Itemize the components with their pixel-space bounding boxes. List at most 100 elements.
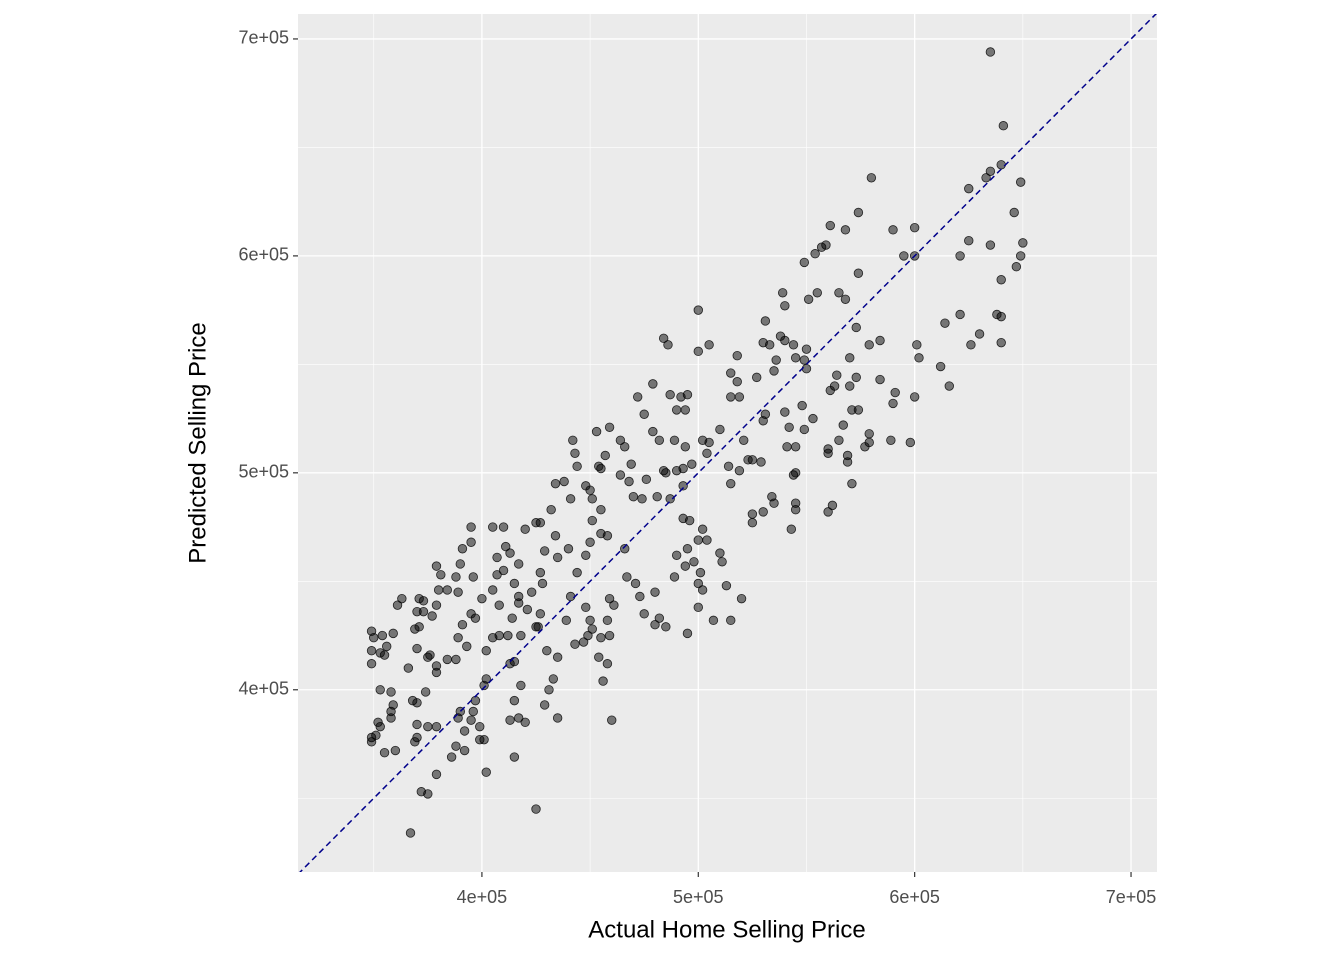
scatter-point <box>825 385 835 396</box>
scatter-point <box>475 734 485 745</box>
scatter-point <box>609 600 619 610</box>
scatter-point <box>598 676 608 686</box>
scatter-point <box>780 407 790 417</box>
scatter-point <box>494 600 504 610</box>
scatter-point <box>602 659 613 669</box>
scatter-point <box>801 363 812 374</box>
scatter-point <box>875 335 885 346</box>
scatter-point <box>488 633 498 643</box>
scatter-point <box>397 593 407 604</box>
scatter-point <box>909 392 920 402</box>
scatter-point <box>412 643 422 654</box>
scatter-point <box>985 47 996 57</box>
scatter-point <box>845 381 855 391</box>
x-tick-label: 4e+05 <box>457 887 508 907</box>
scatter-point <box>420 687 431 697</box>
scatter-point <box>823 444 833 454</box>
scatter-point <box>600 450 610 461</box>
scatter-point <box>509 695 520 706</box>
scatter-point <box>475 721 485 732</box>
scatter-point <box>996 160 1006 170</box>
scatter-point <box>431 769 442 780</box>
scatter-point <box>585 485 595 495</box>
scatter-point <box>552 713 563 723</box>
scatter-point <box>425 650 435 660</box>
scatter-point <box>693 578 703 589</box>
scatter-point <box>687 459 697 469</box>
scatter-point <box>790 505 801 515</box>
scatter-point <box>682 390 693 400</box>
scatter-point <box>832 370 842 380</box>
scatter-point <box>604 630 615 641</box>
scatter-point <box>626 459 636 469</box>
scatter-point <box>639 609 649 619</box>
scatter-point <box>966 340 976 350</box>
scatter-point <box>1011 262 1022 272</box>
scatter-point <box>581 550 591 560</box>
scatter-point <box>780 301 790 311</box>
scatter-point <box>539 700 550 710</box>
scatter-point <box>544 685 554 695</box>
scatter-point <box>498 522 509 532</box>
scatter-point <box>373 717 383 728</box>
scatter-point <box>410 624 420 634</box>
scatter-point <box>695 567 706 578</box>
scatter-point <box>418 596 429 606</box>
scatter-point <box>470 613 481 623</box>
scatter-point <box>602 531 613 541</box>
scatter-point <box>520 524 530 534</box>
scatter-point <box>587 515 597 526</box>
scatter-point <box>596 633 606 643</box>
scatter-point <box>890 387 900 398</box>
scatter-point <box>799 355 810 365</box>
x-axis-title: Actual Home Selling Price <box>588 916 865 943</box>
scatter-point <box>853 405 864 415</box>
scatter-point <box>559 476 569 487</box>
scatter-point <box>581 602 591 613</box>
scatter-point <box>799 257 810 268</box>
scatter-point <box>912 340 922 350</box>
scatter-point <box>682 628 693 639</box>
scatter-point <box>678 481 688 491</box>
scatter-point <box>455 559 465 569</box>
x-tick-label: 6e+05 <box>889 887 940 907</box>
scatter-point <box>492 552 502 563</box>
scatter-point <box>886 435 896 445</box>
scatter-point <box>366 646 377 656</box>
scatter-point <box>996 275 1006 285</box>
scatter-point <box>481 767 491 777</box>
scatter-point <box>386 706 396 717</box>
scatter-point <box>630 578 641 589</box>
scatter-point <box>604 422 615 432</box>
scatter-point <box>427 611 437 621</box>
scatter-point <box>431 667 442 678</box>
scatter-point <box>702 448 712 459</box>
scatter-point <box>697 524 708 534</box>
scatter-point <box>552 552 563 563</box>
scatter-point <box>747 509 758 519</box>
y-axis-title: Predicted Selling Price <box>184 322 211 563</box>
scatter-point <box>468 706 478 717</box>
scatter-point <box>658 333 669 344</box>
scatter-point <box>498 565 509 576</box>
scatter-point <box>596 505 606 515</box>
y-tick-label: 5e+05 <box>238 462 289 482</box>
scatter-point <box>665 494 675 504</box>
scatter-point <box>704 437 714 448</box>
scatter-point <box>769 498 779 508</box>
scatter-point <box>964 183 974 194</box>
scatter-point <box>628 491 639 502</box>
scatter-point <box>375 685 385 695</box>
scatter-point <box>860 442 870 452</box>
scatter-point <box>457 619 468 630</box>
scatter-point <box>514 559 524 569</box>
scatter-point <box>405 828 416 838</box>
scatter-point <box>535 567 546 578</box>
scatter-point <box>453 587 463 597</box>
scatter-point <box>964 236 974 246</box>
scatter-point <box>996 337 1006 348</box>
scatter-point <box>596 463 606 474</box>
scatter-point <box>520 717 530 728</box>
scatter-point <box>693 602 703 613</box>
